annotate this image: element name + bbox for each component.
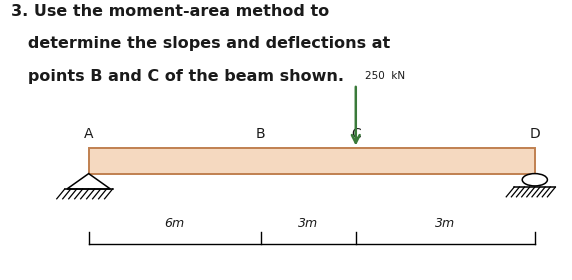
Text: 250  kN: 250 kN bbox=[365, 71, 405, 81]
Circle shape bbox=[522, 174, 547, 186]
Text: B: B bbox=[256, 127, 265, 141]
Text: C: C bbox=[351, 127, 361, 141]
Text: 3m: 3m bbox=[435, 217, 455, 230]
Text: 6m: 6m bbox=[164, 217, 185, 230]
Text: determine the slopes and deflections at: determine the slopes and deflections at bbox=[11, 36, 391, 52]
Text: 3. Use the moment-area method to: 3. Use the moment-area method to bbox=[11, 4, 329, 19]
Bar bbox=[89, 148, 535, 174]
Polygon shape bbox=[67, 174, 110, 189]
Text: 3m: 3m bbox=[298, 217, 319, 230]
Text: D: D bbox=[530, 127, 540, 141]
Text: points B and C of the beam shown.: points B and C of the beam shown. bbox=[11, 69, 344, 84]
Text: A: A bbox=[84, 127, 93, 141]
